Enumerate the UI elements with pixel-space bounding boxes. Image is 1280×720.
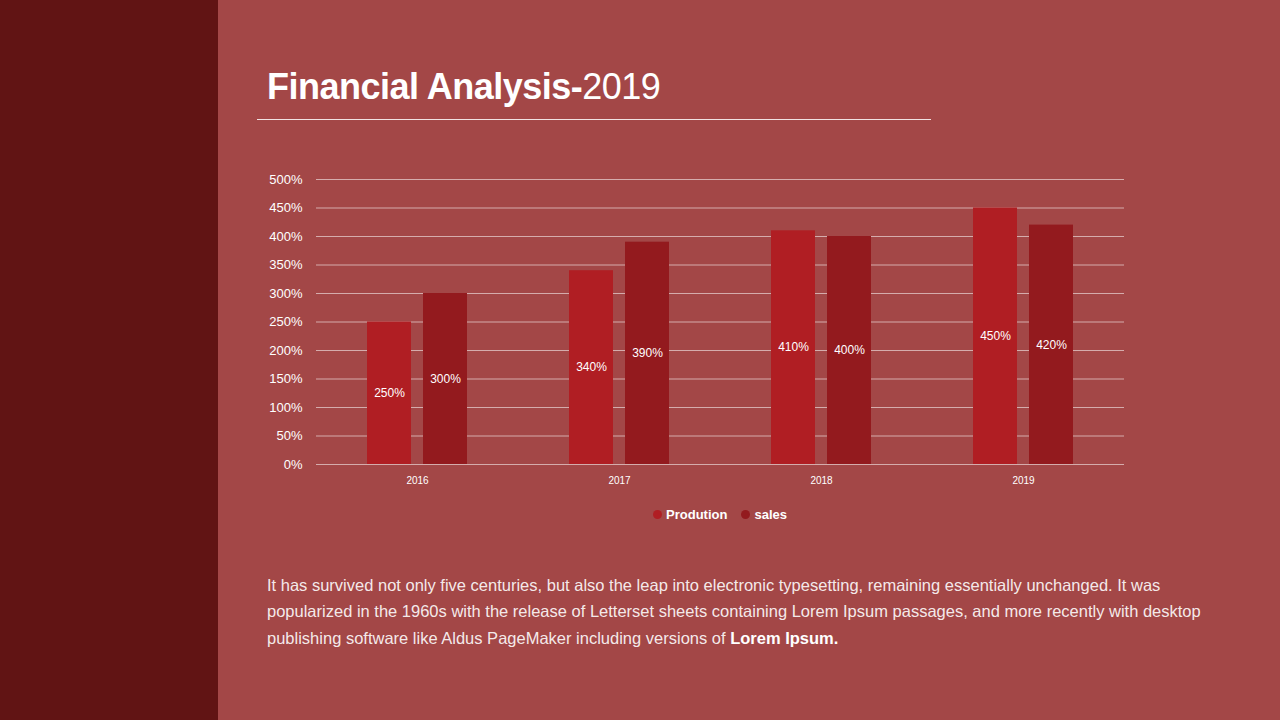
svg-text:300%: 300%	[430, 372, 461, 386]
svg-text:400%: 400%	[834, 343, 865, 357]
svg-text:200%: 200%	[269, 343, 303, 358]
svg-text:250%: 250%	[374, 386, 405, 400]
svg-text:410%: 410%	[778, 340, 809, 354]
svg-text:350%: 350%	[269, 257, 303, 272]
svg-text:500%: 500%	[269, 172, 303, 187]
html-text:Financial Analysis- 2019: Financial Analysis- 2019	[267, 66, 661, 107]
svg-text:2018: 2018	[810, 475, 833, 486]
svg-text:390%: 390%	[632, 346, 663, 360]
svg-text:250%: 250%	[269, 314, 303, 329]
svg-text:150%: 150%	[269, 371, 303, 386]
svg-text:2016: 2016	[406, 475, 429, 486]
svg-text:420%: 420%	[1036, 338, 1067, 352]
svg-text:400%: 400%	[269, 229, 303, 244]
svg-text:450%: 450%	[269, 200, 303, 215]
html-text:It has survived not only five: It has survived not only five centuries,…	[267, 576, 1201, 647]
svg-text:340%: 340%	[576, 360, 607, 374]
svg-text:50%: 50%	[276, 428, 302, 443]
html-text:Prodution: Prodution	[666, 507, 728, 522]
svg-text:100%: 100%	[269, 400, 303, 415]
svg-text:2019: 2019	[1012, 475, 1035, 486]
svg-text:0%: 0%	[284, 457, 303, 472]
svg-text:300%: 300%	[269, 286, 303, 301]
svg-text:2017: 2017	[608, 475, 631, 486]
svg-text:450%: 450%	[980, 329, 1011, 343]
html-text:sales: sales	[754, 507, 787, 522]
